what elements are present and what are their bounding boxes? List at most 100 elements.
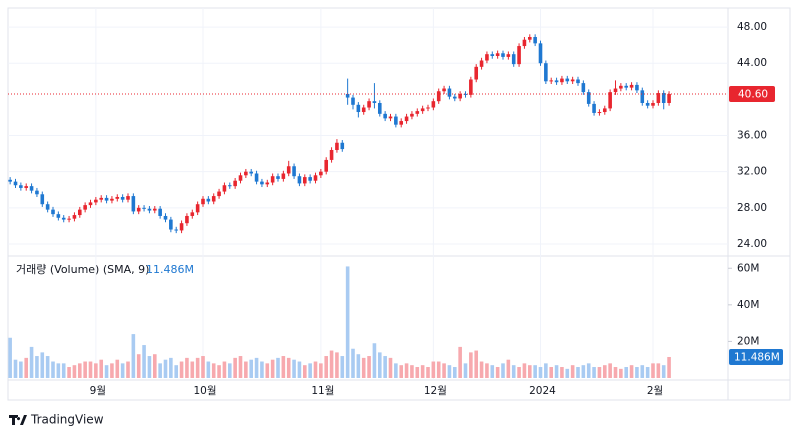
candle-body — [415, 111, 420, 114]
volume-bar — [533, 365, 537, 378]
candle-body — [576, 79, 580, 84]
volume-bar — [227, 363, 232, 378]
volume-bar — [549, 367, 554, 378]
candle-body — [201, 198, 205, 205]
candle-body — [485, 54, 489, 61]
candle-body — [120, 196, 125, 200]
volume-bar — [115, 359, 120, 378]
volume-bar — [329, 350, 334, 378]
candle-body — [586, 92, 591, 104]
candle-body — [45, 204, 50, 210]
candle-body — [292, 166, 296, 177]
volume-bar — [83, 361, 87, 378]
candle-body — [35, 190, 39, 195]
candle-body — [8, 179, 12, 182]
candle-body — [549, 80, 554, 82]
candle-body — [592, 103, 596, 113]
volume-bar — [495, 367, 500, 378]
candle-body — [83, 205, 87, 210]
volume-bar — [415, 367, 420, 378]
candle-body — [206, 198, 211, 202]
volume-bar — [436, 361, 441, 378]
volume-bar — [217, 365, 221, 378]
volume-bar — [24, 357, 29, 378]
candle-body — [383, 113, 387, 119]
candle-body — [110, 198, 114, 201]
candle-body — [94, 199, 98, 203]
volume-bar — [254, 357, 259, 378]
volume-bar — [608, 363, 612, 378]
grid — [8, 8, 728, 380]
candle-body — [56, 214, 61, 218]
volume-bar — [410, 365, 414, 378]
candle-body — [420, 108, 425, 112]
last-volume-box — [729, 348, 783, 365]
candle-body — [126, 196, 130, 200]
volume-bar — [19, 361, 23, 378]
volume-bar — [45, 356, 50, 378]
candle-body — [190, 212, 195, 216]
volume-bar — [538, 367, 543, 378]
volume-bar — [238, 356, 243, 378]
y-tick-label: 44.00 — [737, 57, 767, 69]
volume-bar — [645, 367, 650, 378]
candle-body — [67, 218, 71, 220]
candle-body — [276, 176, 280, 179]
y-tick-label: 48.00 — [737, 21, 767, 33]
y-tick-label: 28.00 — [737, 202, 767, 214]
candle-body — [640, 90, 645, 103]
volume-bar — [51, 361, 55, 378]
x-tick-label: 2024 — [529, 385, 556, 397]
candle-body — [501, 53, 505, 57]
candle-body — [142, 207, 146, 209]
candle-body — [179, 223, 184, 231]
candle-body — [463, 93, 468, 95]
volume-bar — [260, 361, 264, 378]
volume-bar — [297, 361, 302, 378]
volume-bar — [554, 365, 559, 378]
volume-bar — [651, 363, 655, 378]
x-tick-label: 2월 — [647, 385, 663, 397]
candle-body — [265, 182, 270, 185]
volume-bar — [570, 365, 575, 378]
volume-bar — [142, 345, 146, 378]
candle-body — [388, 116, 393, 119]
candle-body — [474, 66, 479, 80]
volume-bar — [420, 365, 425, 378]
candle-body — [661, 93, 666, 103]
candle-body — [185, 215, 189, 224]
volume-bar — [99, 359, 104, 378]
candle-body — [169, 219, 173, 230]
volume-bar — [560, 367, 564, 378]
volume-bar — [13, 359, 18, 378]
candle-body — [624, 85, 629, 88]
volume-bar — [635, 367, 639, 378]
volume-bar — [602, 365, 607, 378]
volume-bar — [377, 352, 382, 378]
candle-body — [195, 204, 200, 213]
candle-body — [308, 177, 312, 181]
candle-body — [136, 207, 141, 212]
volume-bar — [319, 363, 323, 378]
candle-body — [286, 166, 291, 174]
volume-bar — [179, 361, 184, 378]
volume-bar — [442, 363, 446, 378]
volume-bar — [597, 367, 602, 378]
volume-bar — [233, 357, 237, 378]
candle-body — [131, 196, 136, 212]
candle-body — [538, 43, 543, 64]
frame — [7, 7, 791, 401]
candle-body — [217, 191, 221, 197]
volume-bar — [270, 359, 275, 378]
candle-body — [426, 107, 430, 109]
candle-body — [367, 101, 371, 108]
candle-body — [533, 37, 537, 44]
volume-bar — [399, 365, 404, 378]
candle-body — [608, 92, 612, 109]
candle-body — [72, 215, 77, 219]
volume-bar — [190, 361, 195, 378]
candle-body — [227, 185, 232, 187]
candle-body — [319, 171, 323, 176]
last-price-box — [729, 85, 775, 102]
volume-bar — [479, 361, 484, 378]
